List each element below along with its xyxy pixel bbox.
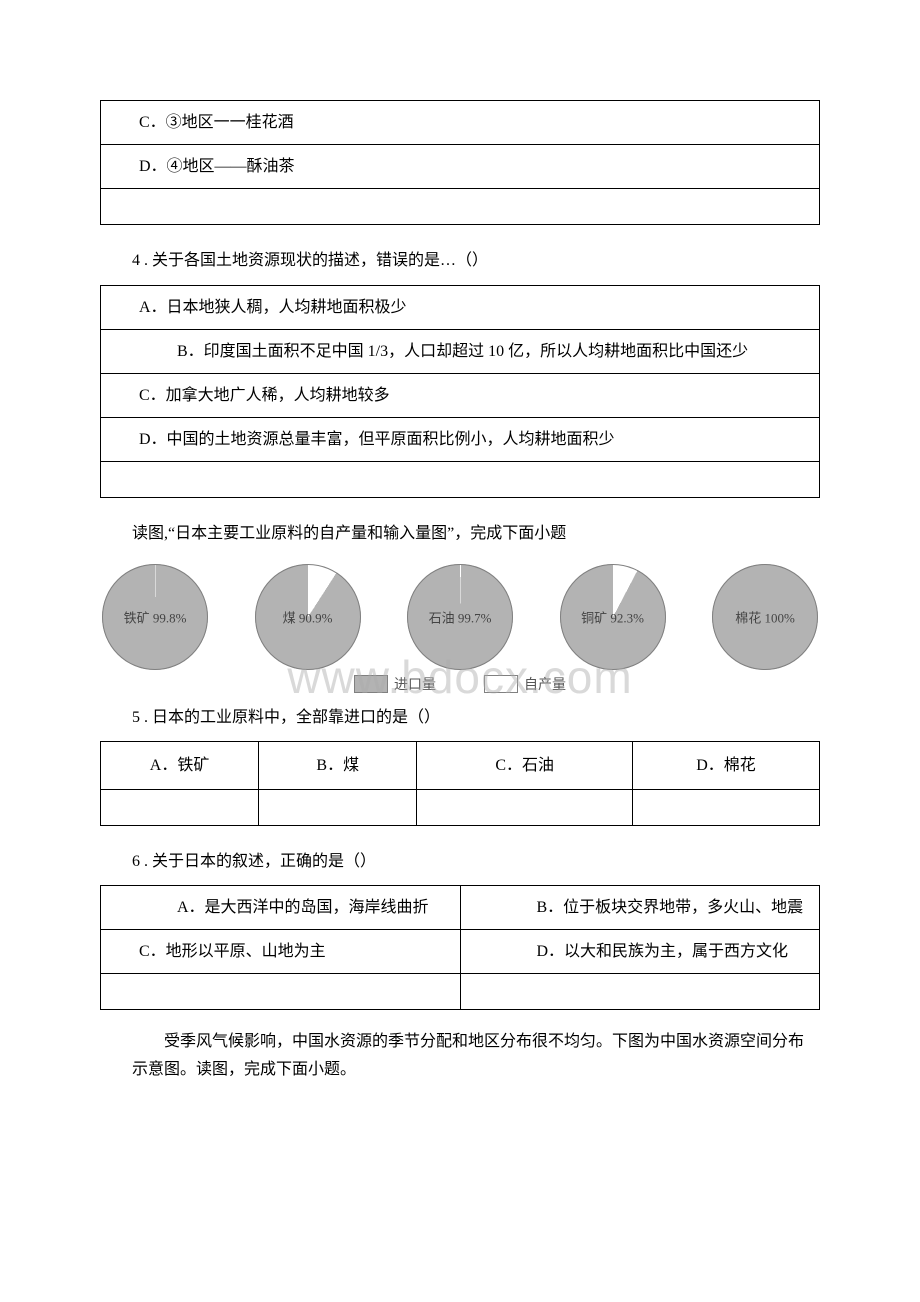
legend-domestic: 自产量 bbox=[484, 674, 566, 694]
q5-opt-d: D．棉花 bbox=[633, 741, 820, 789]
q6-opt-c: C．地形以平原、山地为主 bbox=[101, 930, 461, 974]
pie-copper-circle: 铜矿 92.3% bbox=[560, 564, 666, 670]
pie-oil: 石油 99.7% bbox=[407, 564, 513, 670]
q-top-opt-c: C．③地区一一桂花酒 bbox=[101, 101, 820, 145]
pie-coal: 煤 90.9% bbox=[255, 564, 361, 670]
q6-opt-b: B．位于板块交界地带，多火山、地震 bbox=[460, 886, 820, 930]
q5-opt-c: C．石油 bbox=[417, 741, 633, 789]
pie-oil-circle: 石油 99.7% bbox=[407, 564, 513, 670]
q4-prompt: 4 . 关于各国土地资源现状的描述，错误的是…（） bbox=[100, 233, 820, 284]
q6-opt-a: A．是大西洋中的岛国，海岸线曲折 bbox=[101, 886, 461, 930]
pie-cotton-circle: 棉花 100% bbox=[712, 564, 818, 670]
q5-prompt: 5 . 日本的工业原料中，全部靠进口的是（） bbox=[100, 698, 820, 741]
q4-blank bbox=[101, 462, 820, 498]
q-top-table: C．③地区一一桂花酒 D．④地区——酥油茶 bbox=[100, 100, 820, 225]
swatch-domestic bbox=[484, 675, 518, 693]
pie-copper: 铜矿 92.3% bbox=[560, 564, 666, 670]
chart-intro: 读图,“日本主要工业原料的自产量和输入量图”，完成下面小题 bbox=[100, 506, 820, 557]
legend: 进口量 自产量 bbox=[100, 674, 820, 694]
q4-opt-b: B．印度国土面积不足中国 1/3，人口却超过 10 亿，所以人均耕地面积比中国还… bbox=[101, 329, 820, 373]
pie-cotton: 棉花 100% bbox=[712, 564, 818, 670]
q6-table: A．是大西洋中的岛国，海岸线曲折 B．位于板块交界地带，多火山、地震 C．地形以… bbox=[100, 885, 820, 1010]
closing-text: 受季风气候影响，中国水资源的季节分配和地区分布很不均匀。下图为中国水资源空间分布… bbox=[100, 1018, 820, 1092]
legend-import: 进口量 bbox=[354, 674, 436, 694]
pie-iron: 铁矿 99.8% bbox=[102, 564, 208, 670]
pies-row: 铁矿 99.8% 煤 90.9% 石油 99.7% 铜矿 92.3% 棉花 10… bbox=[100, 564, 820, 670]
pie-coal-circle: 煤 90.9% bbox=[255, 564, 361, 670]
q6-blank-b bbox=[460, 974, 820, 1010]
pie-iron-circle: 铁矿 99.8% bbox=[102, 564, 208, 670]
q-top-opt-d: D．④地区——酥油茶 bbox=[101, 145, 820, 189]
legend-domestic-label: 自产量 bbox=[524, 674, 566, 694]
q6-prompt: 6 . 关于日本的叙述，正确的是（） bbox=[100, 834, 820, 885]
q5-opt-b: B．煤 bbox=[259, 741, 417, 789]
q5-blank-a bbox=[101, 789, 259, 825]
pie-charts: 铁矿 99.8% 煤 90.9% 石油 99.7% 铜矿 92.3% 棉花 10… bbox=[100, 558, 820, 698]
q5-blank-b bbox=[259, 789, 417, 825]
q5-blank-c bbox=[417, 789, 633, 825]
q6-opt-d: D．以大和民族为主，属于西方文化 bbox=[460, 930, 820, 974]
q-top-blank bbox=[101, 189, 820, 225]
q4-opt-a: A．日本地狭人稠，人均耕地面积极少 bbox=[101, 285, 820, 329]
q5-blank-d bbox=[633, 789, 820, 825]
q5-opt-a: A．铁矿 bbox=[101, 741, 259, 789]
q4-opt-d: D．中国的土地资源总量丰富，但平原面积比例小，人均耕地面积少 bbox=[101, 418, 820, 462]
legend-import-label: 进口量 bbox=[394, 674, 436, 694]
q4-opt-c: C．加拿大地广人稀，人均耕地较多 bbox=[101, 373, 820, 417]
q4-table: A．日本地狭人稠，人均耕地面积极少 B．印度国土面积不足中国 1/3，人口却超过… bbox=[100, 285, 820, 499]
q5-table: A．铁矿 B．煤 C．石油 D．棉花 bbox=[100, 741, 820, 826]
swatch-import bbox=[354, 675, 388, 693]
q6-blank-a bbox=[101, 974, 461, 1010]
